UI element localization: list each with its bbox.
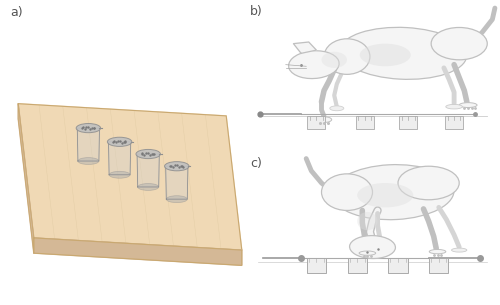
Ellipse shape xyxy=(431,27,487,60)
Ellipse shape xyxy=(332,165,454,220)
Ellipse shape xyxy=(398,166,459,200)
Ellipse shape xyxy=(322,52,347,68)
Polygon shape xyxy=(294,42,316,53)
FancyBboxPatch shape xyxy=(308,117,326,129)
Ellipse shape xyxy=(78,158,99,164)
Ellipse shape xyxy=(429,249,446,254)
Polygon shape xyxy=(108,142,130,175)
Ellipse shape xyxy=(459,103,477,107)
Ellipse shape xyxy=(360,44,411,66)
Ellipse shape xyxy=(136,149,160,159)
FancyBboxPatch shape xyxy=(348,258,367,273)
Ellipse shape xyxy=(108,137,132,146)
Ellipse shape xyxy=(109,171,130,178)
Ellipse shape xyxy=(350,235,396,259)
Ellipse shape xyxy=(76,124,100,133)
Polygon shape xyxy=(137,154,160,187)
FancyBboxPatch shape xyxy=(356,117,374,129)
Ellipse shape xyxy=(330,106,344,111)
Ellipse shape xyxy=(357,212,378,230)
Ellipse shape xyxy=(288,51,339,79)
Text: a): a) xyxy=(10,6,23,19)
FancyBboxPatch shape xyxy=(307,258,326,273)
Ellipse shape xyxy=(452,248,467,252)
FancyBboxPatch shape xyxy=(388,258,407,273)
Ellipse shape xyxy=(166,196,188,203)
Polygon shape xyxy=(18,104,242,250)
Polygon shape xyxy=(166,166,188,199)
Ellipse shape xyxy=(359,251,376,255)
Polygon shape xyxy=(34,238,242,265)
Text: b): b) xyxy=(250,5,263,18)
Ellipse shape xyxy=(164,162,189,171)
Text: c): c) xyxy=(250,157,262,170)
FancyBboxPatch shape xyxy=(400,117,417,129)
Polygon shape xyxy=(78,128,100,161)
Polygon shape xyxy=(18,104,34,253)
Ellipse shape xyxy=(446,104,462,109)
Ellipse shape xyxy=(138,184,158,190)
FancyBboxPatch shape xyxy=(429,258,448,273)
Ellipse shape xyxy=(357,183,414,207)
FancyBboxPatch shape xyxy=(445,117,463,129)
Ellipse shape xyxy=(316,117,332,122)
Ellipse shape xyxy=(372,253,388,257)
Ellipse shape xyxy=(322,174,372,210)
Ellipse shape xyxy=(340,27,466,79)
Ellipse shape xyxy=(324,39,370,74)
